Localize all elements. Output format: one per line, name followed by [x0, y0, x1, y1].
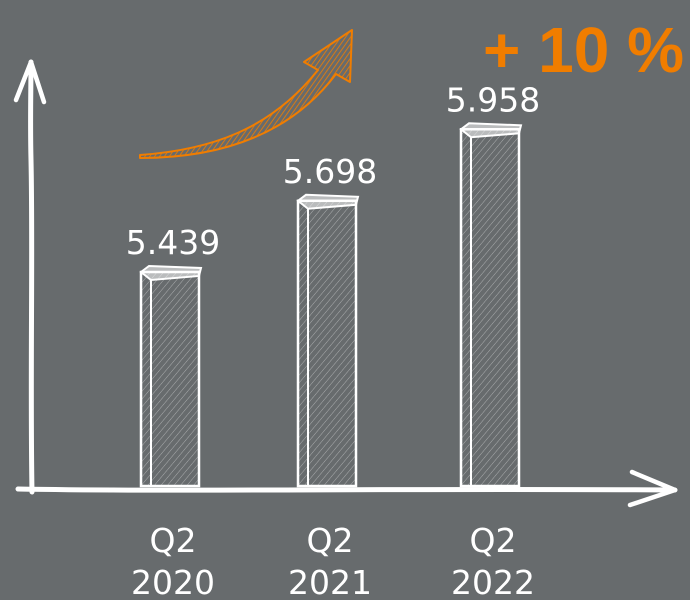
category-label-1-line-1: Q2: [150, 521, 197, 560]
category-label-1-line-2: 2020: [131, 563, 215, 600]
category-label-2-line-2: 2021: [288, 563, 372, 600]
bar-body: [459, 128, 521, 488]
value-labels-layer: 5.439 5.698 5.958: [126, 80, 540, 262]
bar-top-cap: [459, 122, 523, 139]
category-label-3-line-2: 2022: [451, 563, 535, 600]
value-label-1: 5.439: [126, 223, 220, 262]
bar-3: [459, 122, 523, 488]
bar-top-cap: [139, 264, 203, 282]
category-label-3-line-1: Q2: [470, 521, 517, 560]
x-axis: [15, 469, 678, 508]
growth-annotation: + 10 %: [483, 14, 684, 86]
bars-layer: [139, 122, 523, 488]
bar-body: [139, 270, 201, 488]
value-label-2: 5.698: [283, 152, 377, 191]
bar-body: [296, 199, 358, 488]
bar-2: [296, 193, 360, 488]
bar-1: [139, 264, 203, 488]
y-axis: [13, 59, 47, 495]
value-label-3: 5.958: [446, 80, 540, 119]
bar-top-cap: [296, 193, 360, 210]
category-label-2-line-1: Q2: [307, 521, 354, 560]
upward-trend-arrow-icon: [139, 29, 353, 159]
